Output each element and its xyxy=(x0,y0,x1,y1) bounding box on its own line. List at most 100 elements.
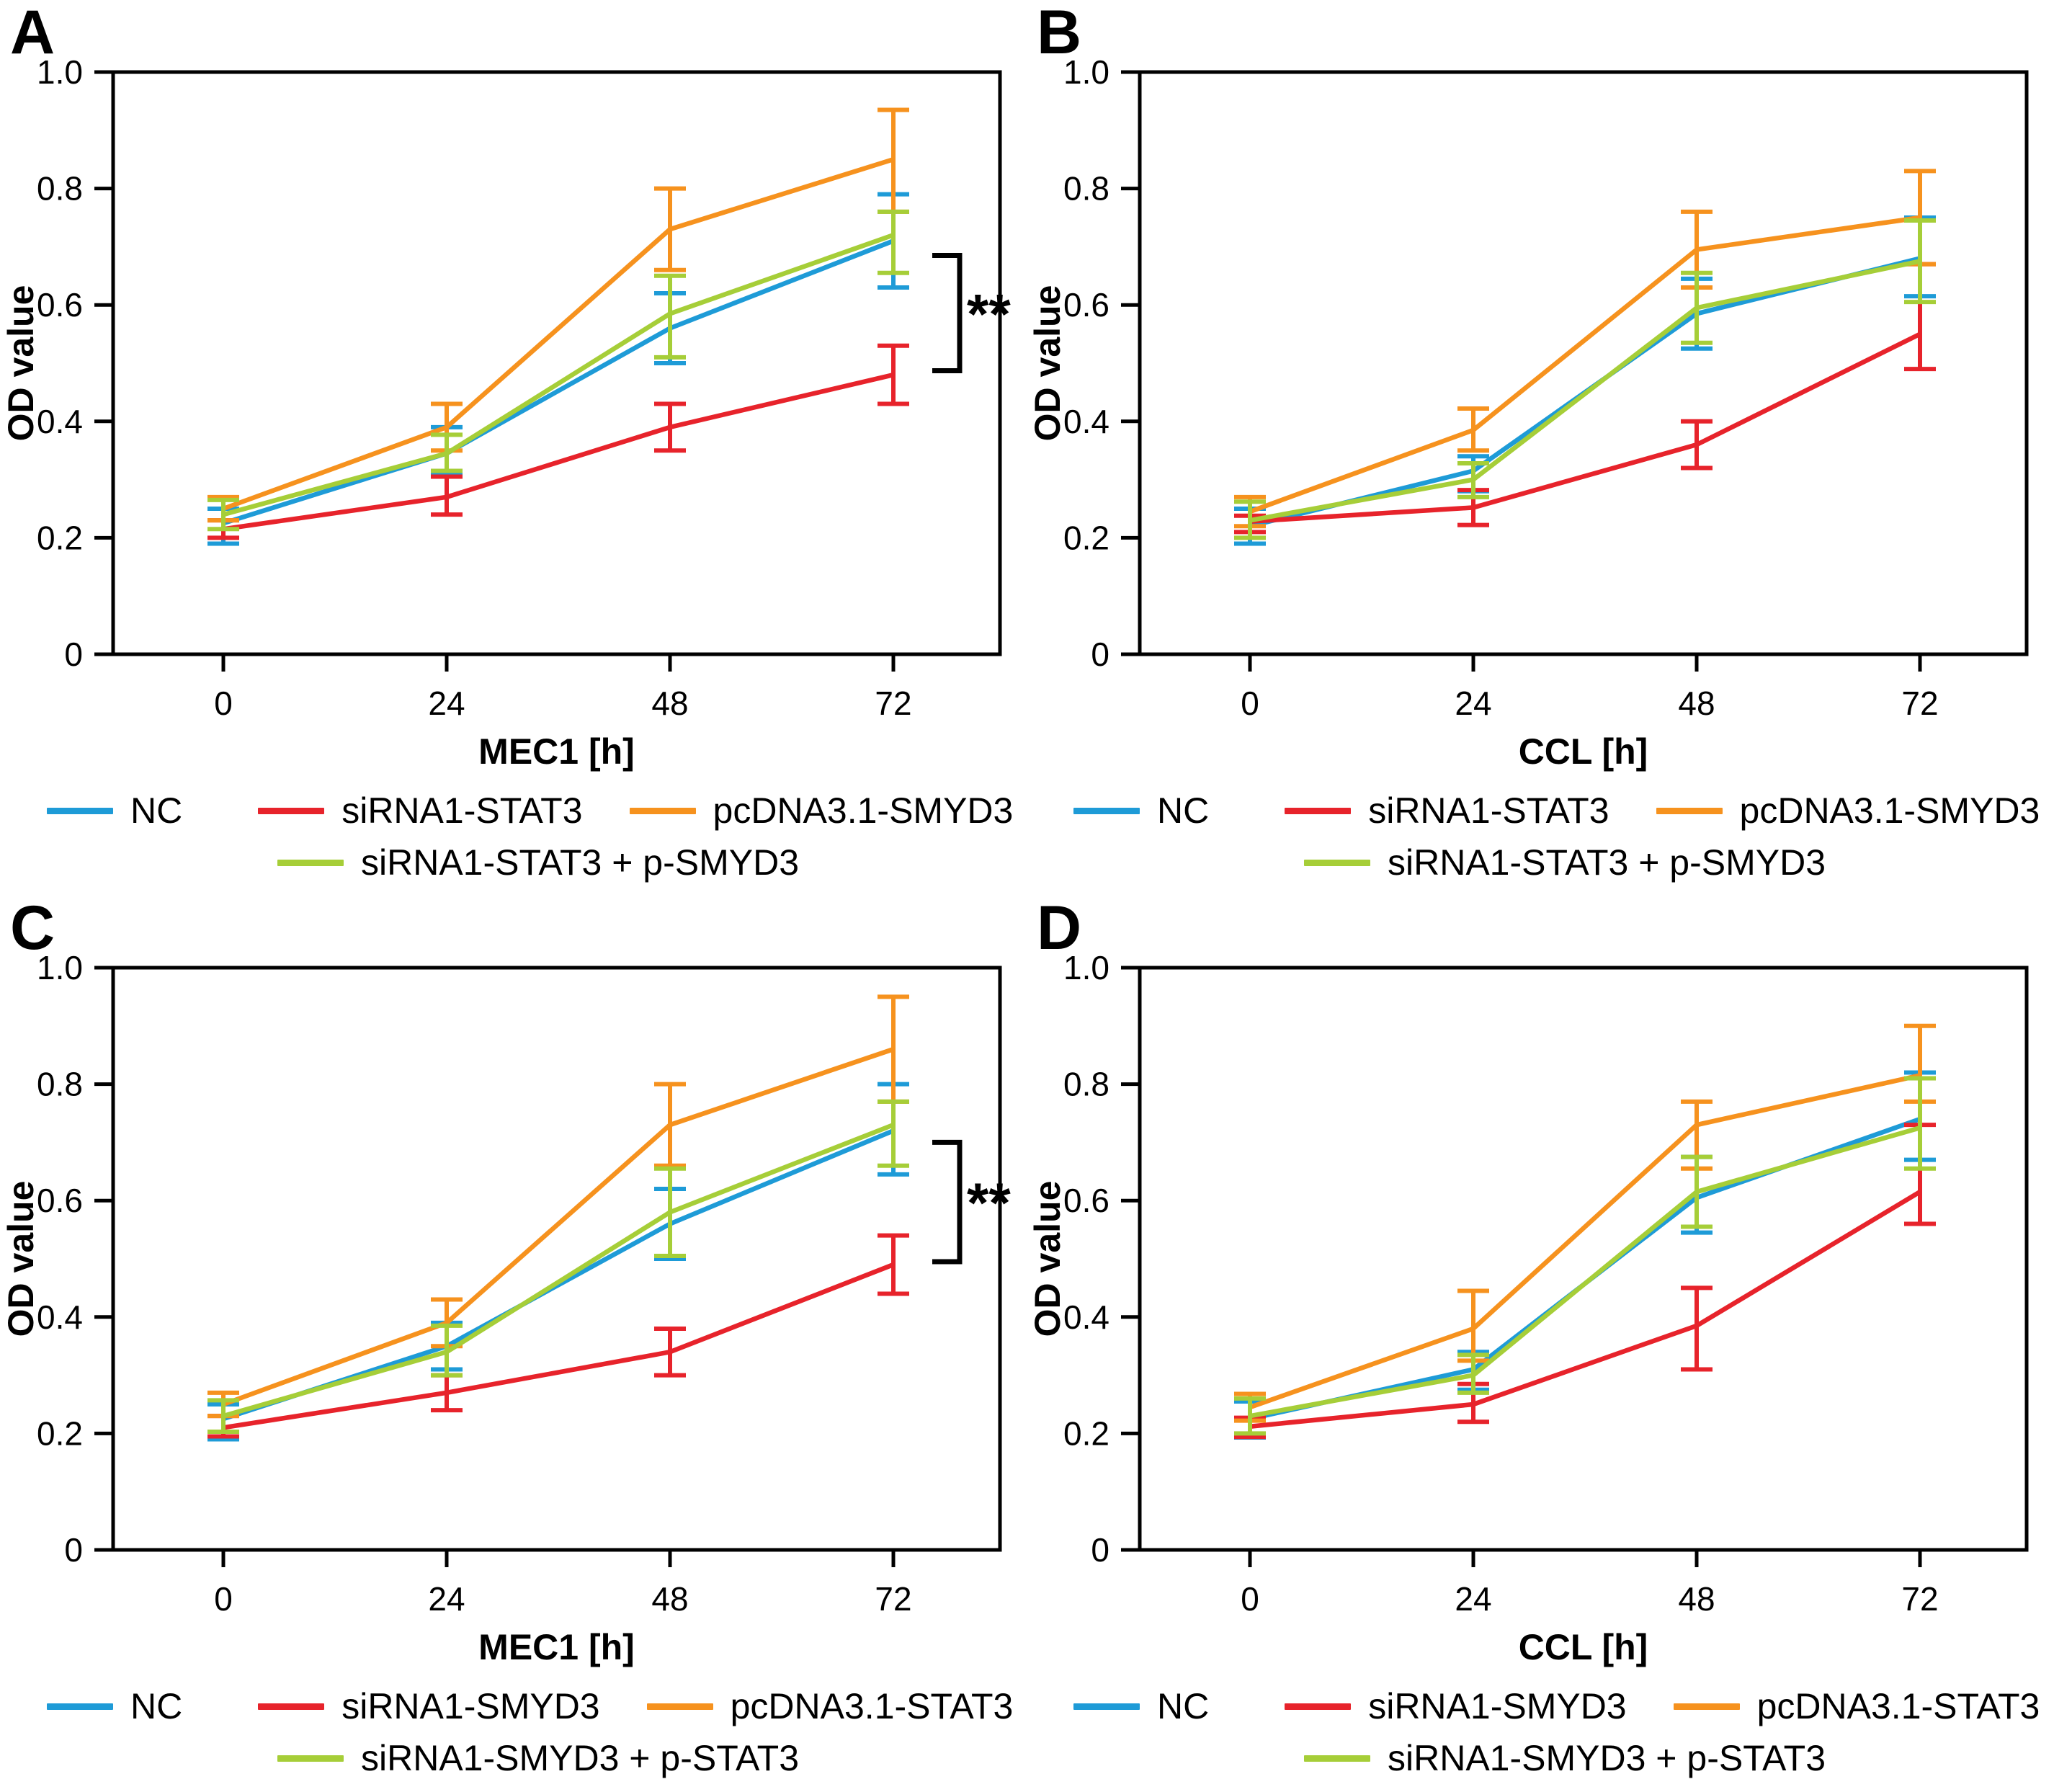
combo-line-swatch-icon xyxy=(277,1755,344,1762)
legend-item-nc: NC xyxy=(47,790,182,832)
y-axis-title: OD value xyxy=(1027,285,1068,442)
legend-label-combo: siRNA1-SMYD3 + p-STAT3 xyxy=(1388,1738,1826,1778)
y-tick-label: 0.2 xyxy=(1063,519,1109,556)
y-axis-title: OD value xyxy=(1,1181,41,1337)
x-tick-label: 0 xyxy=(1241,685,1259,722)
panel-d-letter: D xyxy=(1037,896,1082,963)
x-tick-label: 0 xyxy=(1241,1580,1259,1618)
x-axis-title: MEC1 [h] xyxy=(478,731,635,772)
panel-d-legend-row2: siRNA1-SMYD3 + p-STAT3 xyxy=(1027,1737,2054,1779)
y-tick-label: 0.4 xyxy=(37,1298,83,1336)
legend-item-combo: siRNA1-STAT3 + p-SMYD3 xyxy=(277,842,799,883)
panel-b-legend-row2: siRNA1-STAT3 + p-SMYD3 xyxy=(1027,842,2054,883)
legend-item-nc: NC xyxy=(1073,790,1209,832)
y-tick-label: 0.4 xyxy=(1063,1298,1109,1336)
series-line-pcdna3-1-smyd3 xyxy=(1249,215,1921,514)
y-tick-label: 0.6 xyxy=(37,286,83,324)
combo-line-swatch-icon xyxy=(1304,1755,1370,1762)
plot-box xyxy=(1138,70,2029,656)
pcdna-line-swatch-icon xyxy=(1673,1703,1740,1710)
series-line-sirna1-stat3 xyxy=(1249,331,1921,525)
y-tick-label: 1.0 xyxy=(1063,53,1109,91)
x-tick-label: 48 xyxy=(1678,1580,1715,1618)
legend-label-combo: siRNA1-STAT3 + p-SMYD3 xyxy=(1388,842,1826,883)
panel-d-plot: 1.0 0.8 0.6 0.4 0.2 0 0 24 48 72 CCL [h] OD value xyxy=(1027,949,2029,1667)
legend-item-sirna: siRNA1-SMYD3 xyxy=(1285,1685,1627,1727)
series-line-sirna1-smyd3 xyxy=(223,1262,895,1430)
panel-a-legend-row1: NC siRNA1-STAT3 pcDNA3.1-SMYD3 xyxy=(0,790,1027,832)
panel-b-letter: B xyxy=(1037,0,1082,67)
legend-item-pcdna: pcDNA3.1-STAT3 xyxy=(646,1685,1013,1727)
x-tick-label: 48 xyxy=(651,1580,688,1618)
panel-b-plot: 1.0 0.8 0.6 0.4 0.2 0 0 24 48 72 CCL [h] OD value xyxy=(1027,53,2029,772)
legend-item-combo: siRNA1-SMYD3 + p-STAT3 xyxy=(1304,1737,1826,1779)
y-tick-label: 0.2 xyxy=(37,1414,83,1452)
y-tick-label: 1.0 xyxy=(37,949,83,986)
combo-line-swatch-icon xyxy=(1304,859,1370,866)
legend-item-combo: siRNA1-STAT3 + p-SMYD3 xyxy=(1304,842,1826,883)
y-tick-label: 0.8 xyxy=(1063,1066,1109,1103)
legend-label-sirna: siRNA1-SMYD3 xyxy=(1368,1686,1627,1726)
series-line-sirna1-stat3-p-smyd3 xyxy=(223,233,895,517)
panel-b-legend-row1: NC siRNA1-STAT3 pcDNA3.1-SMYD3 xyxy=(1027,790,2054,832)
legend-item-sirna: siRNA1-STAT3 xyxy=(258,790,583,832)
x-axis-title: CCL [h] xyxy=(1519,1627,1648,1667)
series-line-pcdna3-1-stat3 xyxy=(222,1047,895,1407)
y-tick-label: 0.8 xyxy=(37,1066,83,1103)
series-line-pcdna3-1-smyd3 xyxy=(222,157,894,512)
x-tick-label: 0 xyxy=(214,685,233,722)
y-tick-label: 0.6 xyxy=(1063,286,1109,324)
significance-bracket xyxy=(932,1139,963,1265)
panel-a-plot: 1.0 0.8 0.6 0.4 0.2 0 0 24 48 72 MEC1 [h] OD value *… xyxy=(1,53,1011,772)
panel-d: D 1.0 0.8 0.6 0.4 0.2 0 0 24 48 72 CCL [h] OD value… xyxy=(1027,896,2054,1792)
x-axis-title: CCL [h] xyxy=(1519,731,1648,772)
legend-item-pcdna: pcDNA3.1-STAT3 xyxy=(1673,1685,2040,1727)
x-tick-label: 24 xyxy=(1455,685,1491,722)
legend-label-nc: NC xyxy=(1157,1686,1210,1726)
legend-item-sirna: siRNA1-STAT3 xyxy=(1285,790,1609,832)
sirna-line-swatch-icon xyxy=(1285,807,1352,814)
nc-line-swatch-icon xyxy=(47,807,113,814)
y-axis-title: OD value xyxy=(1,285,41,442)
nc-line-swatch-icon xyxy=(1073,1703,1140,1710)
panel-d-legend-row1: NC siRNA1-SMYD3 pcDNA3.1-STAT3 xyxy=(1027,1685,2054,1727)
y-tick-label: 0.6 xyxy=(37,1182,83,1219)
legend-item-nc: NC xyxy=(47,1685,182,1727)
panel-a-letter: A xyxy=(10,0,55,67)
legend-label-nc: NC xyxy=(130,790,183,831)
y-tick-label: 0 xyxy=(1091,1531,1109,1569)
series-line-sirna1-smyd3 xyxy=(1249,1190,1921,1429)
plot-box xyxy=(1138,966,2029,1552)
x-tick-label: 72 xyxy=(1901,1580,1938,1618)
panel-b: B 1.0 0.8 0.6 0.4 0.2 0 0 24 48 72 CCL [h] OD value… xyxy=(1027,0,2054,896)
series-line-nc xyxy=(222,1128,895,1422)
legend-item-nc: NC xyxy=(1073,1685,1209,1727)
panel-c-letter: C xyxy=(10,896,55,963)
series-line-sirna1-smyd3-p-stat3 xyxy=(1249,1125,1921,1419)
sirna-line-swatch-icon xyxy=(258,807,325,814)
y-tick-label: 0.8 xyxy=(37,170,83,208)
y-tick-label: 1.0 xyxy=(37,53,83,91)
plot-box xyxy=(111,70,1002,656)
panel-c: C 1.0 0.8 0.6 0.4 0.2 0 0 24 48 72 MEC1 [h] OD valu… xyxy=(0,896,1027,1792)
plot-box xyxy=(111,966,1002,1552)
legend-item-pcdna: pcDNA3.1-SMYD3 xyxy=(1656,790,2040,832)
sirna-line-swatch-icon xyxy=(1285,1703,1352,1710)
legend-item-sirna: siRNA1-SMYD3 xyxy=(258,1685,600,1727)
series-line-pcdna3-1-stat3 xyxy=(1249,1073,1921,1410)
combo-line-swatch-icon xyxy=(277,859,344,866)
nc-line-swatch-icon xyxy=(47,1703,113,1710)
x-tick-label: 24 xyxy=(428,1580,465,1618)
legend-label-sirna: siRNA1-STAT3 xyxy=(341,790,583,831)
y-tick-label: 0 xyxy=(64,1531,83,1569)
panel-c-legend-row1: NC siRNA1-SMYD3 pcDNA3.1-STAT3 xyxy=(0,1685,1027,1727)
y-tick-label: 0.2 xyxy=(37,519,83,556)
x-tick-label: 72 xyxy=(1901,685,1938,722)
pcdna-line-swatch-icon xyxy=(629,807,696,814)
legend-label-pcdna: pcDNA3.1-SMYD3 xyxy=(713,790,1014,831)
legend-label-sirna: siRNA1-STAT3 xyxy=(1368,790,1609,831)
panel-c-legend-row2: siRNA1-SMYD3 + p-STAT3 xyxy=(0,1737,1027,1779)
sirna-line-swatch-icon xyxy=(258,1703,325,1710)
legend-item-combo: siRNA1-SMYD3 + p-STAT3 xyxy=(277,1737,799,1779)
